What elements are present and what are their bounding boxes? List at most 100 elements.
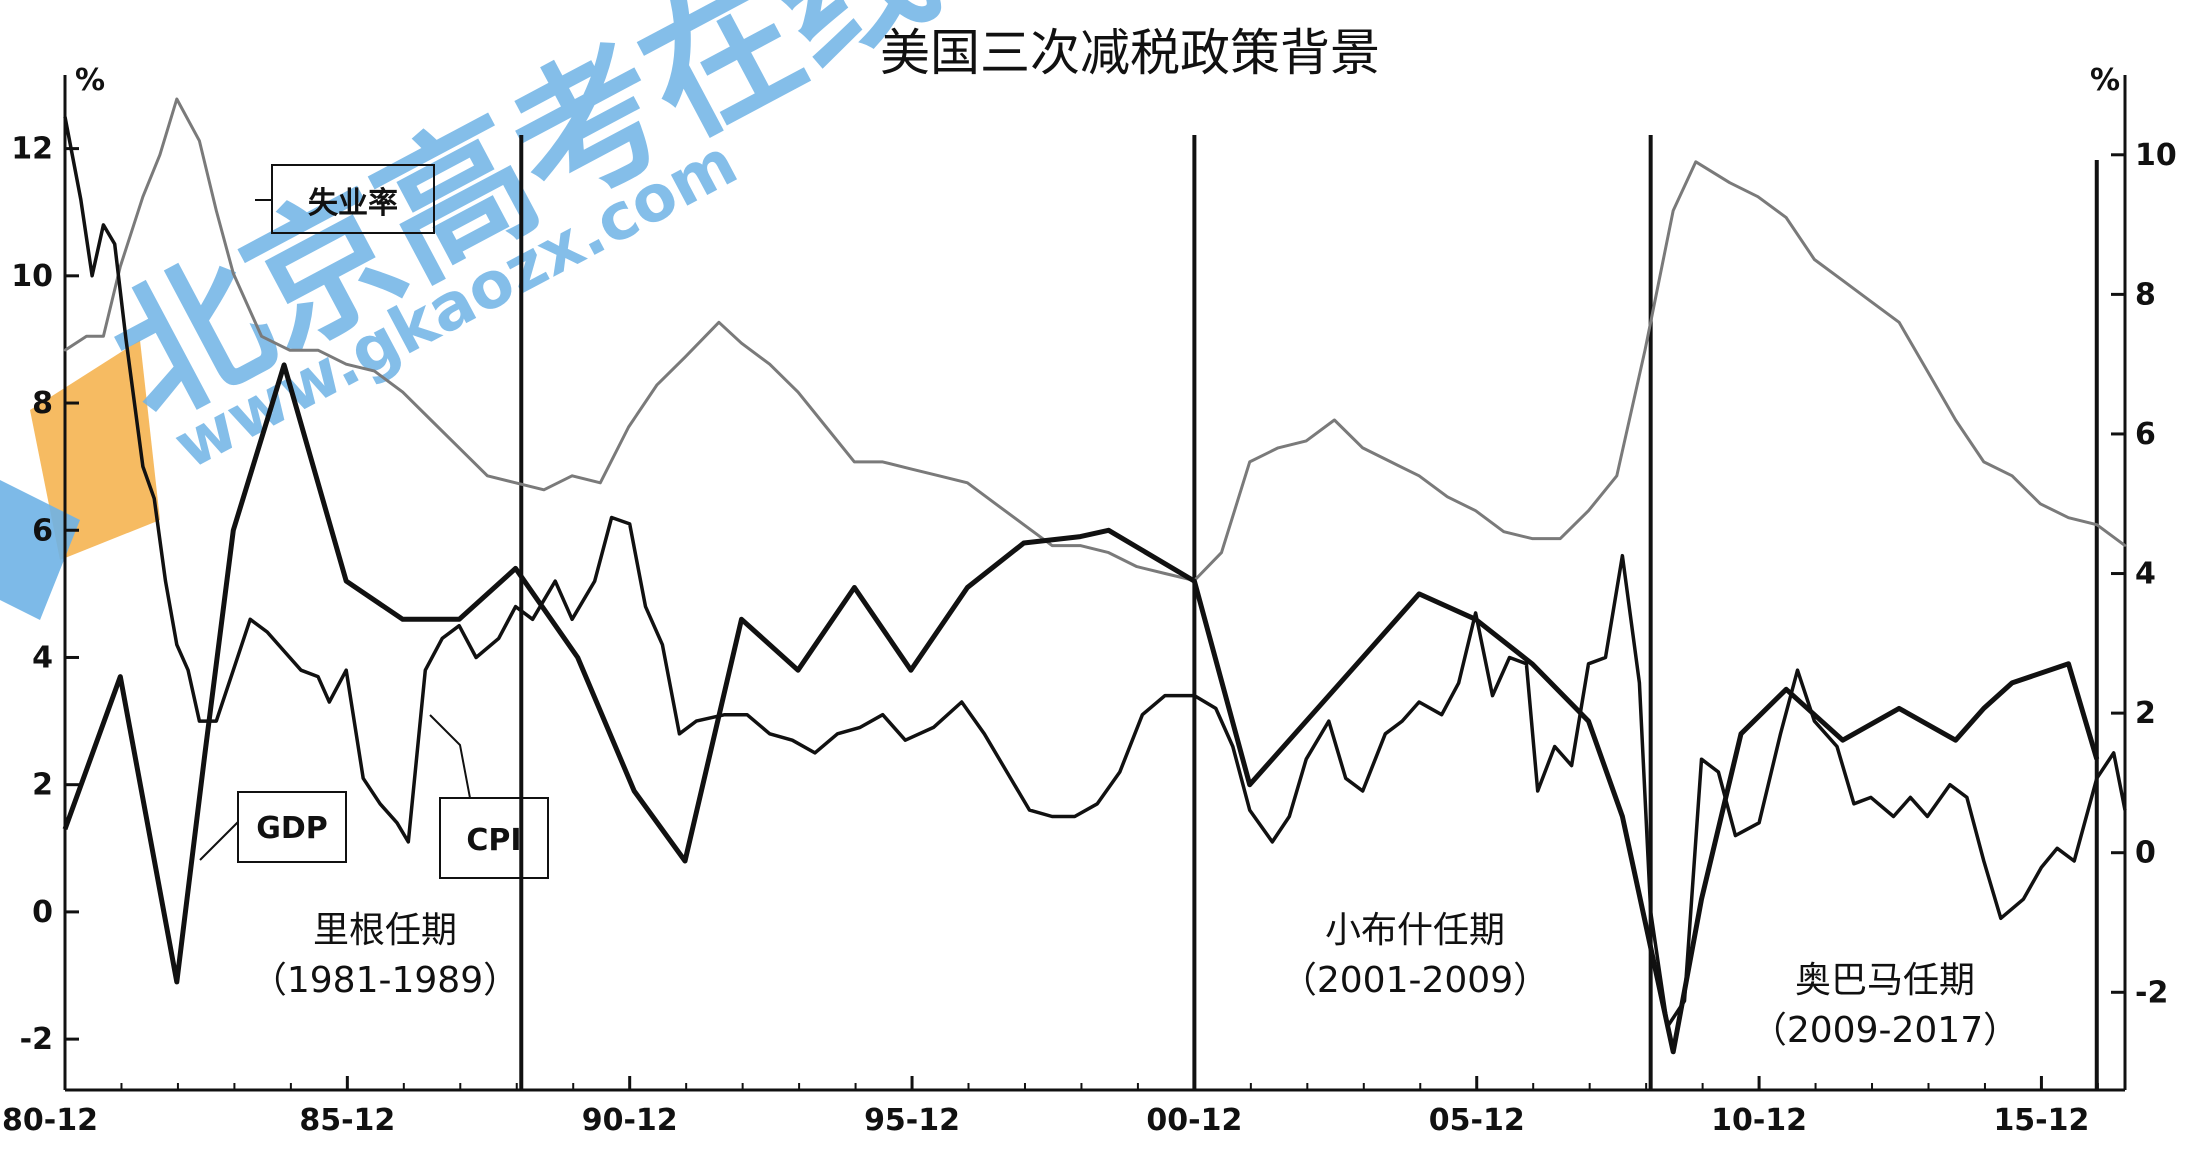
data-point-cpi bbox=[1344, 777, 1347, 780]
y-left-tick-label: 2 bbox=[32, 768, 53, 803]
data-point-cpi bbox=[1852, 802, 1856, 805]
y-right-tick-label: 4 bbox=[2135, 557, 2156, 592]
data-point-cpi bbox=[328, 700, 331, 704]
data-point-unemployment bbox=[1728, 181, 1731, 184]
data-point-gdp bbox=[1193, 579, 1196, 583]
data-point-unemployment bbox=[683, 356, 687, 359]
watermark-logo-orange bbox=[30, 340, 160, 560]
data-point-cpi bbox=[458, 624, 461, 627]
data-point-unemployment bbox=[1615, 474, 1619, 477]
data-point-cpi bbox=[904, 739, 907, 742]
data-point-cpi bbox=[1982, 859, 1986, 863]
data-point-cpi bbox=[983, 732, 986, 735]
data-point-unemployment bbox=[1813, 258, 1816, 261]
data-point-cpi bbox=[175, 643, 178, 646]
data-point-unemployment bbox=[158, 153, 162, 156]
data-point-cpi bbox=[282, 649, 286, 653]
data-point-unemployment bbox=[198, 139, 201, 142]
y-left-tick-label: 4 bbox=[32, 640, 53, 675]
data-point-cpi bbox=[644, 605, 647, 608]
data-point-cpi bbox=[858, 726, 862, 729]
data-point-cpi bbox=[79, 198, 83, 201]
data-point-gdp bbox=[796, 669, 800, 672]
term-dividers bbox=[519, 135, 2099, 1090]
data-point-unemployment bbox=[1474, 509, 1477, 512]
bush-term-title: 小布什任期 bbox=[1325, 910, 1505, 951]
data-point-unemployment bbox=[232, 272, 235, 275]
y-right-tick-label: 8 bbox=[2135, 277, 2156, 312]
data-point-cpi bbox=[1734, 834, 1737, 837]
data-point-cpi bbox=[1869, 796, 1873, 799]
annotations: 失业率 GDP CPI 里根任期 （1981-1989） 小布什任期 （2001… bbox=[199, 164, 2019, 1051]
data-point-gdp bbox=[514, 567, 517, 570]
data-point-cpi bbox=[1835, 745, 1839, 748]
data-point-cpi bbox=[1361, 789, 1364, 793]
data-point-unemployment bbox=[1756, 195, 1760, 198]
y-left-tick-label: -2 bbox=[20, 1022, 53, 1057]
data-point-cpi bbox=[1796, 669, 1799, 672]
data-point-gdp bbox=[1841, 739, 1844, 742]
data-point-cpi bbox=[1305, 758, 1308, 761]
data-point-unemployment bbox=[1135, 565, 1139, 568]
data-point-cpi bbox=[316, 675, 320, 678]
data-point-cpi bbox=[63, 115, 67, 119]
data-point-cpi bbox=[1327, 719, 1331, 723]
data-point-unemployment bbox=[542, 488, 546, 491]
data-point-unemployment bbox=[1926, 369, 1929, 373]
data-point-unemployment bbox=[825, 425, 828, 429]
bush-term-years: （2001-2009） bbox=[1281, 960, 1549, 1001]
data-point-cpi bbox=[1638, 681, 1641, 685]
data-point-unemployment bbox=[2067, 516, 2070, 519]
data-point-cpi bbox=[1948, 783, 1952, 786]
data-point-cpi bbox=[1118, 770, 1122, 774]
data-point-unemployment bbox=[740, 342, 743, 345]
data-point-gdp bbox=[1417, 592, 1421, 596]
gdp-leader bbox=[199, 821, 239, 861]
data-point-gdp bbox=[1587, 719, 1590, 723]
data-point-unemployment bbox=[796, 390, 800, 394]
data-point-cpi bbox=[1683, 999, 1686, 1003]
data-point-unemployment bbox=[1502, 530, 1506, 533]
data-point-gdp bbox=[1672, 1050, 1675, 1054]
data-point-unemployment bbox=[881, 460, 884, 464]
data-point-cpi bbox=[186, 669, 190, 672]
data-point-cpi bbox=[2040, 866, 2043, 869]
data-point-gdp bbox=[1621, 815, 1624, 818]
data-point-cpi bbox=[836, 732, 839, 735]
watermark: 北京高考在线 www.gkaozx.com bbox=[0, 0, 962, 620]
data-point-cpi bbox=[1491, 694, 1494, 697]
cpi-label: CPI bbox=[466, 823, 521, 858]
obama-term-title: 奥巴马任期 bbox=[1795, 960, 1975, 1001]
data-point-unemployment bbox=[1417, 474, 1421, 477]
data-point-cpi bbox=[1621, 554, 1624, 557]
data-point-cpi bbox=[407, 840, 410, 844]
data-point-gdp bbox=[1700, 898, 1703, 901]
data-point-cpi bbox=[1909, 796, 1912, 799]
data-point-unemployment bbox=[1587, 509, 1590, 512]
data-point-cpi bbox=[1604, 656, 1607, 659]
data-point-cpi bbox=[2095, 777, 2098, 780]
data-point-unemployment bbox=[1954, 418, 1957, 422]
data-point-unemployment bbox=[1333, 418, 1336, 422]
unemployment-label: 失业率 bbox=[308, 186, 398, 221]
data-point-unemployment bbox=[514, 481, 517, 484]
data-point-unemployment bbox=[2010, 474, 2014, 477]
data-point-cpi bbox=[1005, 770, 1009, 774]
data-point-cpi bbox=[813, 751, 817, 755]
data-point-cpi bbox=[1892, 815, 1895, 818]
data-point-gdp bbox=[232, 529, 235, 532]
data-point-cpi bbox=[215, 719, 218, 723]
chart-title: 美国三次减税政策背景 bbox=[880, 24, 1380, 82]
data-point-cpi bbox=[249, 618, 252, 621]
data-point-cpi bbox=[474, 656, 478, 659]
data-point-gdp bbox=[1530, 662, 1534, 665]
data-point-cpi bbox=[441, 637, 444, 640]
data-point-gdp bbox=[1982, 707, 1986, 710]
data-point-unemployment bbox=[570, 474, 574, 477]
data-point-unemployment bbox=[1389, 460, 1393, 464]
data-point-cpi bbox=[1248, 808, 1251, 812]
data-point-cpi bbox=[90, 274, 94, 277]
y-right-tick-label: 6 bbox=[2135, 417, 2156, 452]
data-point-unemployment bbox=[1276, 446, 1280, 450]
